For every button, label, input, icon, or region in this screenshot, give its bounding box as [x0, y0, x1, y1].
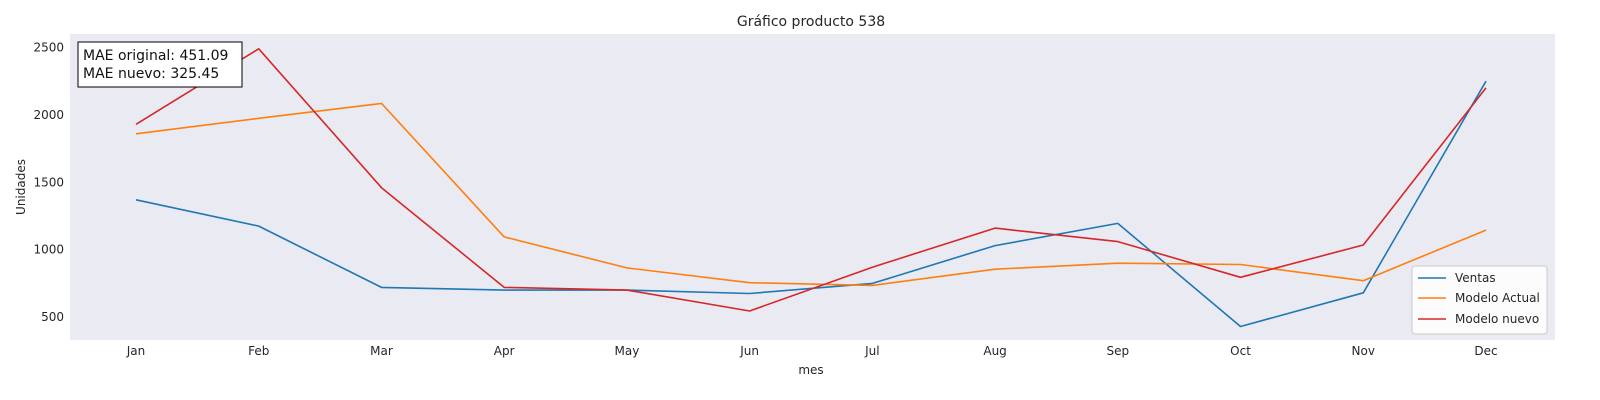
y-axis-label: Unidades [14, 159, 28, 215]
x-tick-label: Mar [370, 344, 393, 358]
chart-title: Gráfico producto 538 [737, 14, 885, 30]
x-tick-label: Oct [1230, 344, 1251, 358]
legend-label-ventas: Ventas [1455, 271, 1496, 285]
y-tick-label: 1500 [33, 175, 64, 189]
y-tick-label: 2000 [33, 108, 64, 122]
x-tick-label: May [615, 344, 640, 358]
legend: Ventas Modelo Actual Modelo nuevo [1411, 265, 1548, 335]
x-tick-label: Aug [983, 344, 1006, 358]
series-line-modelo-nuevo [135, 47, 1487, 312]
annotation-mae-nuevo: MAE nuevo: 325.45 [83, 66, 219, 82]
x-axis: Jan Feb Mar Apr May Jun Jul Aug Sep Oct Nov Dec [126, 344, 1498, 358]
annotation-box [77, 41, 243, 88]
x-tick-label: Nov [1352, 344, 1375, 358]
x-tick-label: Sep [1107, 344, 1130, 358]
x-tick-label: Jul [864, 344, 879, 358]
x-axis-label: mes [798, 363, 823, 377]
y-tick-label: 500 [41, 310, 64, 324]
series-layer [135, 47, 1487, 328]
plot-area [70, 34, 1555, 340]
x-tick-label: Jan [126, 344, 146, 358]
legend-label-modelo-actual: Modelo Actual [1455, 291, 1540, 305]
x-tick-label: Jun [739, 344, 759, 358]
y-tick-label: 1000 [33, 243, 64, 257]
y-tick-label: 2500 [33, 40, 64, 54]
y-axis: 500 1000 1500 2000 2500 [33, 40, 64, 324]
legend-box [1411, 265, 1548, 335]
x-tick-label: Dec [1474, 344, 1497, 358]
x-tick-label: Feb [248, 344, 269, 358]
annotation-mae-original: MAE original: 451.09 [83, 48, 228, 64]
x-tick-label: Apr [494, 344, 515, 358]
series-line-modelo-actual [135, 102, 1487, 287]
legend-label-modelo-nuevo: Modelo nuevo [1455, 312, 1539, 326]
mae-annotation: MAE original: 451.09 MAE nuevo: 325.45 [77, 41, 243, 88]
